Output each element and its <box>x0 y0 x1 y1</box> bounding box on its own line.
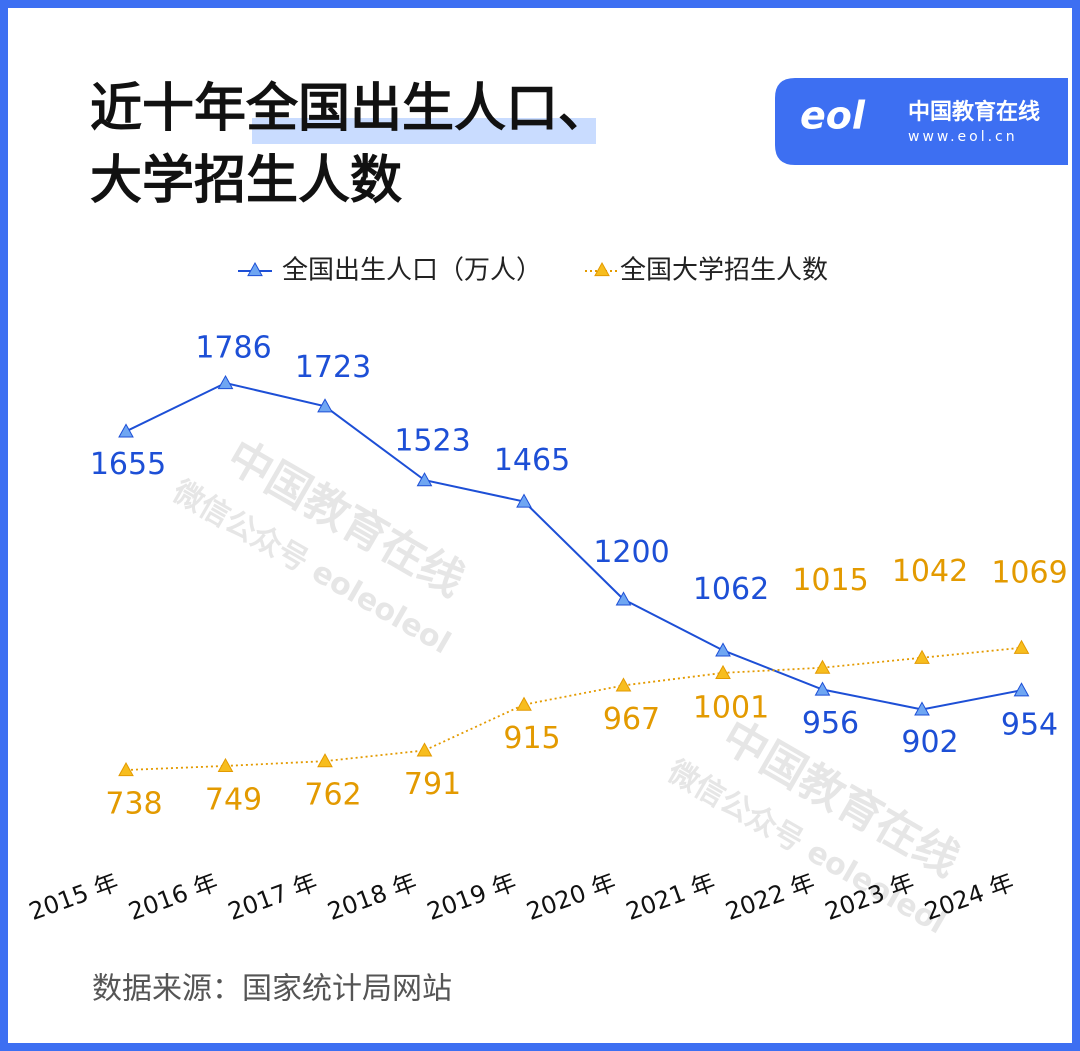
legend-label: 全国大学招生人数 <box>620 256 828 286</box>
marker <box>615 591 632 606</box>
marker <box>416 472 433 487</box>
data-label: 902 <box>901 725 958 760</box>
marker <box>814 681 831 696</box>
logo-url: www.eol.cn <box>908 129 1018 145</box>
marker <box>914 701 930 716</box>
data-label: 954 <box>1001 708 1058 743</box>
marker <box>317 398 333 413</box>
data-label: 1786 <box>195 331 271 366</box>
marker <box>516 696 532 711</box>
marker <box>217 374 234 390</box>
marker <box>1013 682 1030 697</box>
data-label: 1200 <box>593 535 669 570</box>
legend-marker <box>247 261 263 277</box>
data-label: 1001 <box>693 690 769 725</box>
logo-box <box>775 78 1068 165</box>
title-highlight <box>252 118 596 144</box>
series-line <box>125 646 1022 771</box>
logo-mark: eol <box>800 94 866 138</box>
marker <box>814 659 831 674</box>
data-label: 956 <box>802 706 859 741</box>
marker <box>715 642 731 657</box>
marker <box>118 423 134 438</box>
data-label: 1723 <box>295 350 371 385</box>
data-label: 915 <box>503 721 560 756</box>
marker <box>715 664 731 679</box>
marker <box>217 757 234 773</box>
data-label: 1465 <box>494 443 570 478</box>
data-label: 749 <box>205 782 262 817</box>
legend-label: 全国出生人口（万人） <box>282 256 542 286</box>
legend-marker <box>594 261 610 277</box>
data-label: 1069 <box>991 555 1067 590</box>
marker <box>416 742 433 757</box>
data-label: 967 <box>603 702 660 737</box>
source: 数据来源：国家统计局网站 <box>92 972 452 1007</box>
marker <box>914 649 930 664</box>
data-label: 738 <box>105 787 162 822</box>
data-label: 1655 <box>90 447 166 482</box>
data-label: 1042 <box>892 554 968 589</box>
marker <box>1013 639 1030 654</box>
chart-title: 大学招生人数 <box>90 151 402 211</box>
data-label: 762 <box>304 778 361 813</box>
marker <box>615 677 632 692</box>
data-label: 791 <box>404 767 461 802</box>
logo-name: 中国教育在线 <box>908 99 1040 125</box>
marker <box>516 493 532 508</box>
data-label: 1062 <box>693 572 769 607</box>
data-label: 1015 <box>792 563 868 598</box>
chart-title: 近十年全国出生人口、 <box>90 79 610 139</box>
series-line <box>125 381 1022 711</box>
marker <box>317 753 333 768</box>
data-label: 1523 <box>394 424 470 459</box>
marker <box>118 761 134 777</box>
